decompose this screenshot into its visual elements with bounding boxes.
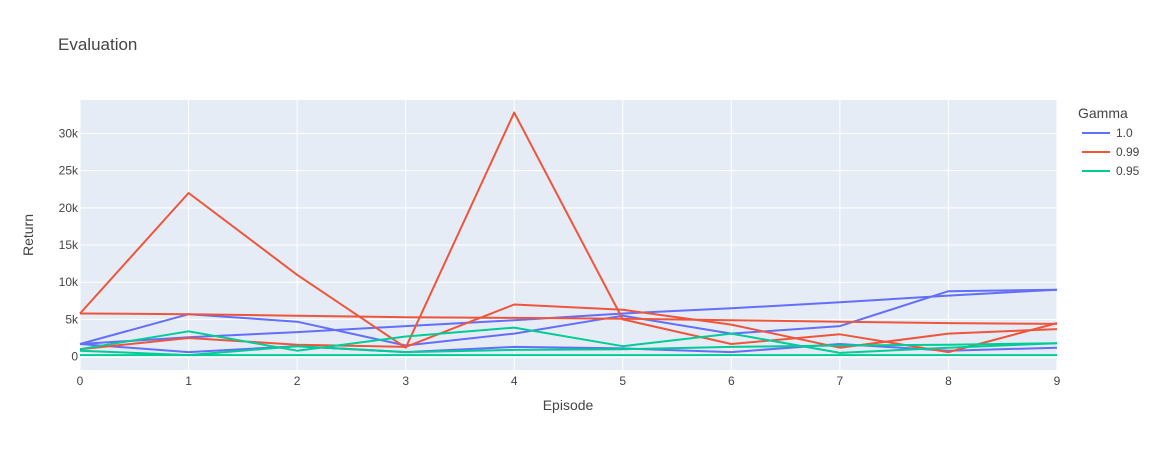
legend-label: 0.95 xyxy=(1116,164,1140,178)
y-tick-label: 20k xyxy=(59,201,79,215)
y-tick-label: 0 xyxy=(71,350,78,364)
legend-item-gamma-0-99[interactable]: 0.99 xyxy=(1082,145,1140,159)
x-tick-label: 0 xyxy=(77,374,84,388)
legend-item-gamma-1-0[interactable]: 1.0 xyxy=(1082,126,1133,140)
x-tick-label: 1 xyxy=(185,374,192,388)
plot-area xyxy=(80,100,1057,370)
y-tick-label: 25k xyxy=(59,164,79,178)
legend-item-gamma-0-95[interactable]: 0.95 xyxy=(1082,164,1140,178)
x-axis-title: Episode xyxy=(543,397,594,413)
x-tick-label: 4 xyxy=(511,374,518,388)
series-line-gamma-0-95 xyxy=(79,342,1058,357)
series-line-gamma-1-0 xyxy=(79,288,1058,345)
series-line-gamma-1-0 xyxy=(79,288,1058,347)
legend-label: 0.99 xyxy=(1116,145,1140,159)
x-tick-label: 9 xyxy=(1054,374,1061,388)
series-line-gamma-0-99 xyxy=(79,312,1058,325)
x-axis-ticks: 0 1 2 3 4 5 6 7 8 9 xyxy=(77,374,1061,388)
chart-title: Evaluation xyxy=(58,35,137,54)
y-axis-title: Return xyxy=(20,214,36,256)
x-tick-label: 2 xyxy=(294,374,301,388)
legend-title: Gamma xyxy=(1078,105,1128,121)
series-line-gamma-0-99 xyxy=(79,111,1058,354)
y-tick-label: 30k xyxy=(59,126,79,140)
x-tick-label: 8 xyxy=(945,374,952,388)
y-axis-ticks: 0 5k 10k 15k 20k 25k 30k xyxy=(59,126,79,363)
x-tick-label: 7 xyxy=(837,374,844,388)
legend-label: 1.0 xyxy=(1116,126,1133,140)
gridlines xyxy=(79,100,1058,370)
y-tick-label: 5k xyxy=(65,312,79,326)
series-line-gamma-1-0 xyxy=(79,343,1058,354)
y-tick-label: 15k xyxy=(59,238,79,252)
x-tick-label: 6 xyxy=(728,374,735,388)
legend[interactable]: Gamma 1.0 0.99 0.95 xyxy=(1078,105,1140,178)
y-tick-label: 10k xyxy=(59,275,79,289)
series-line-gamma-0-95 xyxy=(79,326,1058,354)
x-tick-label: 3 xyxy=(402,374,409,388)
series-lines xyxy=(79,111,1058,357)
x-tick-label: 5 xyxy=(619,374,626,388)
